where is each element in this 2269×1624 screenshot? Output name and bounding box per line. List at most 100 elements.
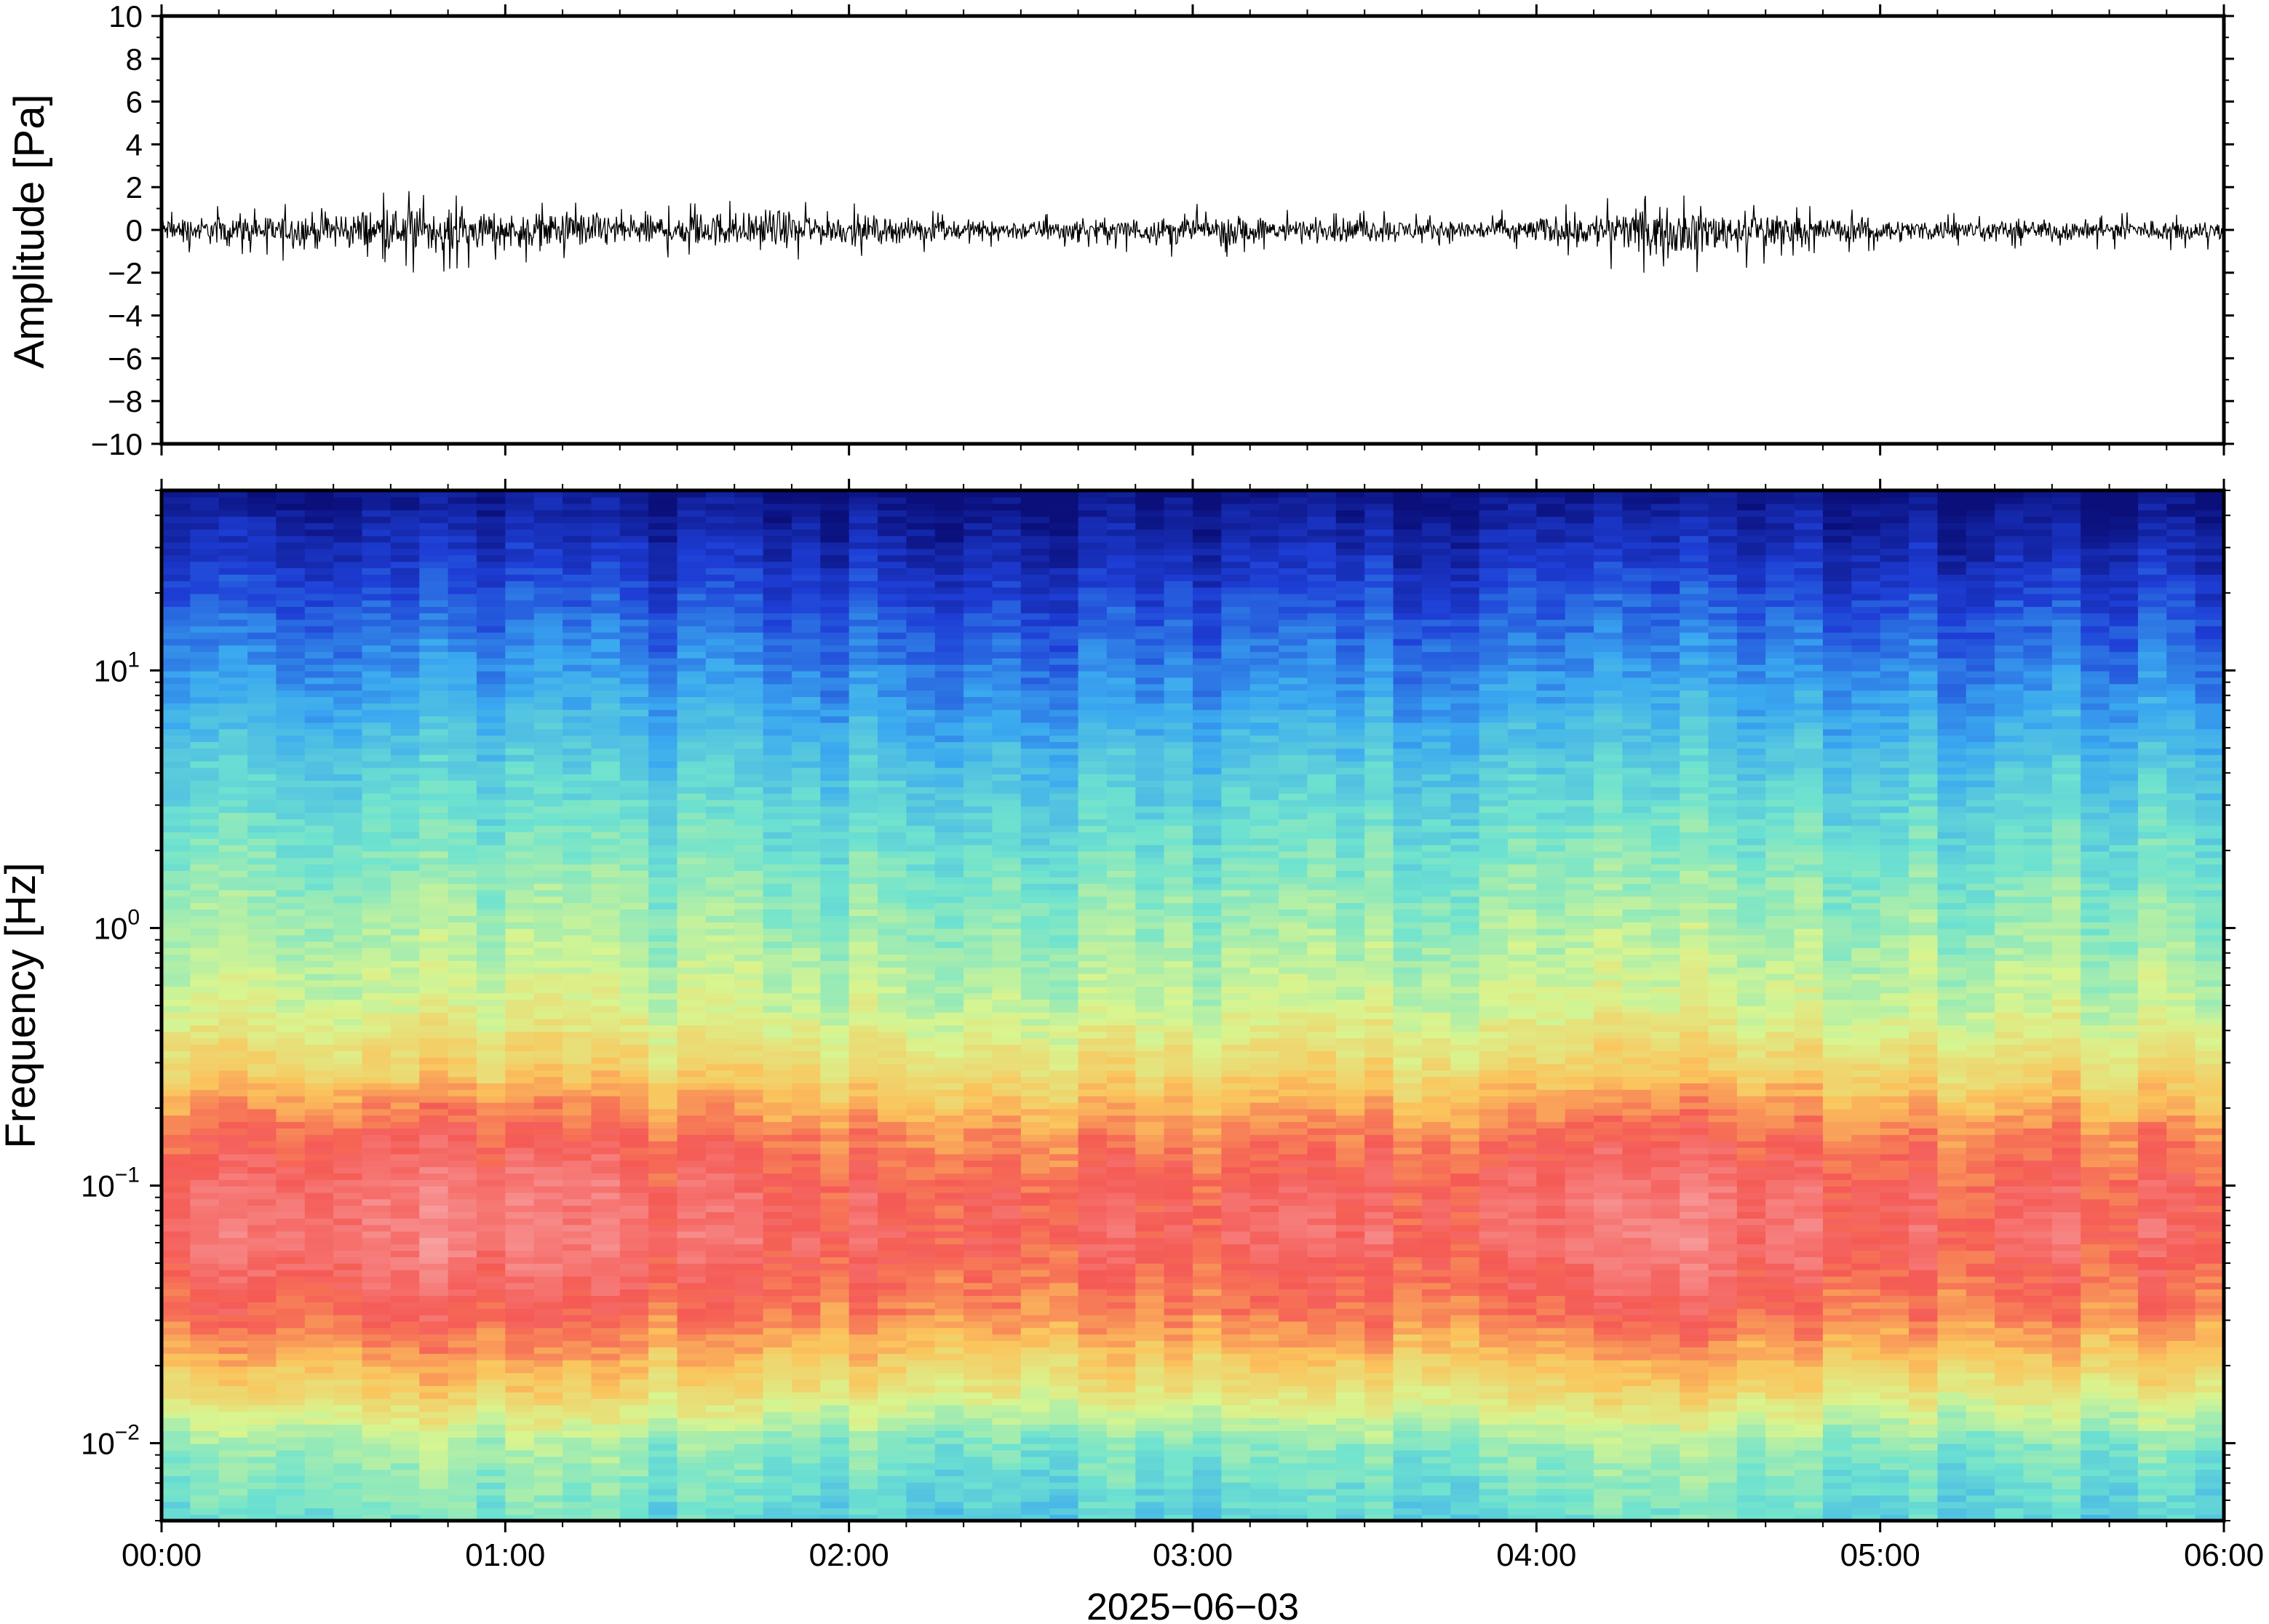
spectrogram-cell (705, 947, 736, 955)
spectrogram-cell (677, 696, 707, 704)
spectrogram-cell (763, 1494, 792, 1502)
spectrogram-cell (591, 1076, 621, 1083)
spectrogram-cell (619, 1514, 649, 1521)
spectrogram-cell (505, 1102, 535, 1110)
spectrogram-cell (763, 741, 792, 749)
spectrogram-cell (218, 1024, 248, 1032)
spectrogram-cell (276, 606, 306, 613)
spectrogram-cell (791, 561, 822, 568)
spectrogram-cell (992, 812, 1022, 820)
spectrogram-cell (648, 1128, 678, 1135)
spectrogram-cell (763, 1192, 792, 1200)
spectrogram-cell (333, 1430, 363, 1438)
spectrogram-cell (362, 1514, 392, 1521)
spectrogram-cell (390, 857, 421, 865)
spectrogram-cell (276, 1314, 306, 1322)
spectrogram-cell (247, 568, 277, 575)
spectrogram-cell (390, 1443, 421, 1451)
spectrogram-cell (476, 1372, 506, 1380)
spectrogram-cell (448, 960, 477, 968)
spectrogram-cell (820, 1327, 850, 1335)
spectrogram-cell (734, 1115, 764, 1123)
spectrogram-cell (878, 819, 907, 826)
spectrogram-cell (533, 1011, 563, 1019)
spectrogram-cell (162, 819, 191, 826)
spectrogram-cell (276, 1514, 306, 1521)
spectrogram-cell (247, 490, 277, 498)
spectrogram-cell (648, 1295, 678, 1302)
spectrogram-cell (849, 1211, 878, 1219)
spectrogram-cell (878, 1302, 907, 1309)
spectrogram-cell (677, 889, 707, 897)
spectrogram-cell (705, 1173, 736, 1180)
spectrogram-cell (247, 1153, 277, 1161)
spectrogram-cell (419, 1295, 449, 1302)
spectrogram-cell (963, 754, 993, 762)
spectrogram-cell (419, 1031, 449, 1039)
spectrogram-cell (304, 1205, 334, 1212)
spectrogram-cell (820, 819, 850, 826)
waveform-y-tick-label: −2 (108, 256, 143, 290)
spectrogram-cell (791, 1424, 822, 1431)
spectrogram-cell (162, 1257, 191, 1264)
spectrogram-cell (906, 1185, 936, 1193)
spectrogram-cell (934, 664, 964, 672)
spectrogram-cell (591, 1160, 621, 1168)
spectrogram-cell (906, 1334, 936, 1341)
spectrogram-cell (619, 715, 649, 723)
spectrogram-cell (476, 1179, 506, 1187)
spectrogram-cell (963, 1269, 993, 1277)
spectrogram-cell (849, 999, 878, 1006)
spectrogram-cell (505, 503, 535, 511)
spectrogram-cell (734, 529, 764, 536)
spectrogram-cell (276, 1501, 306, 1509)
spectrogram-cell (533, 1179, 563, 1187)
spectrogram-cell (591, 535, 621, 543)
spectrogram-cell (963, 1038, 993, 1045)
spectrogram-cell (190, 1063, 220, 1071)
spectrogram-cell (362, 832, 392, 839)
spectrogram-cell (533, 1334, 563, 1341)
spectrogram-cell (190, 1417, 220, 1425)
spectrogram-cell (763, 1302, 792, 1309)
spectrogram-cell (992, 670, 1022, 678)
spectrogram-cell (648, 1289, 678, 1297)
spectrogram-cell (419, 1514, 449, 1521)
spectrogram-cell (218, 690, 248, 697)
spectrogram-cell (390, 613, 421, 620)
spectrogram-cell (533, 1508, 563, 1515)
spectrogram-cell (992, 522, 1022, 530)
spectrogram-cell (448, 992, 477, 1000)
spectrogram-cell (333, 1018, 363, 1026)
spectrogram-cell (218, 703, 248, 710)
spectrogram-cell (390, 1353, 421, 1361)
spectrogram-cell (619, 870, 649, 877)
spectrogram-cell (677, 832, 707, 839)
spectrogram-cell (247, 580, 277, 588)
spectrogram-cell (304, 915, 334, 923)
spectrogram-cell (218, 1436, 248, 1444)
spectrogram-cell (934, 1108, 964, 1116)
spectrogram-cell (934, 1307, 964, 1315)
spectrogram-cell (677, 715, 707, 723)
spectrogram-cell (476, 1398, 506, 1406)
spectrogram-cell (791, 889, 822, 897)
spectrogram-cell (247, 1185, 277, 1193)
spectrogram-cell (934, 1263, 964, 1270)
spectrogram-cell (648, 683, 678, 691)
spectrogram-cell (820, 1449, 850, 1457)
spectrogram-cell (505, 613, 535, 620)
spectrogram-cell (906, 1327, 936, 1335)
spectrogram-cell (333, 1334, 363, 1341)
spectrogram-cell (276, 1334, 306, 1341)
spectrogram-cell (963, 909, 993, 916)
spectrogram-cell (705, 921, 736, 929)
spectrogram-cell (705, 767, 736, 775)
spectrogram-cell (218, 1063, 248, 1071)
spectrogram-cell (247, 1089, 277, 1096)
spectrogram-cell (304, 1307, 334, 1315)
spectrogram-cell (448, 767, 477, 775)
spectrogram-cell (591, 1192, 621, 1200)
spectrogram-cell (333, 1257, 363, 1264)
spectrogram-cell (190, 548, 220, 556)
